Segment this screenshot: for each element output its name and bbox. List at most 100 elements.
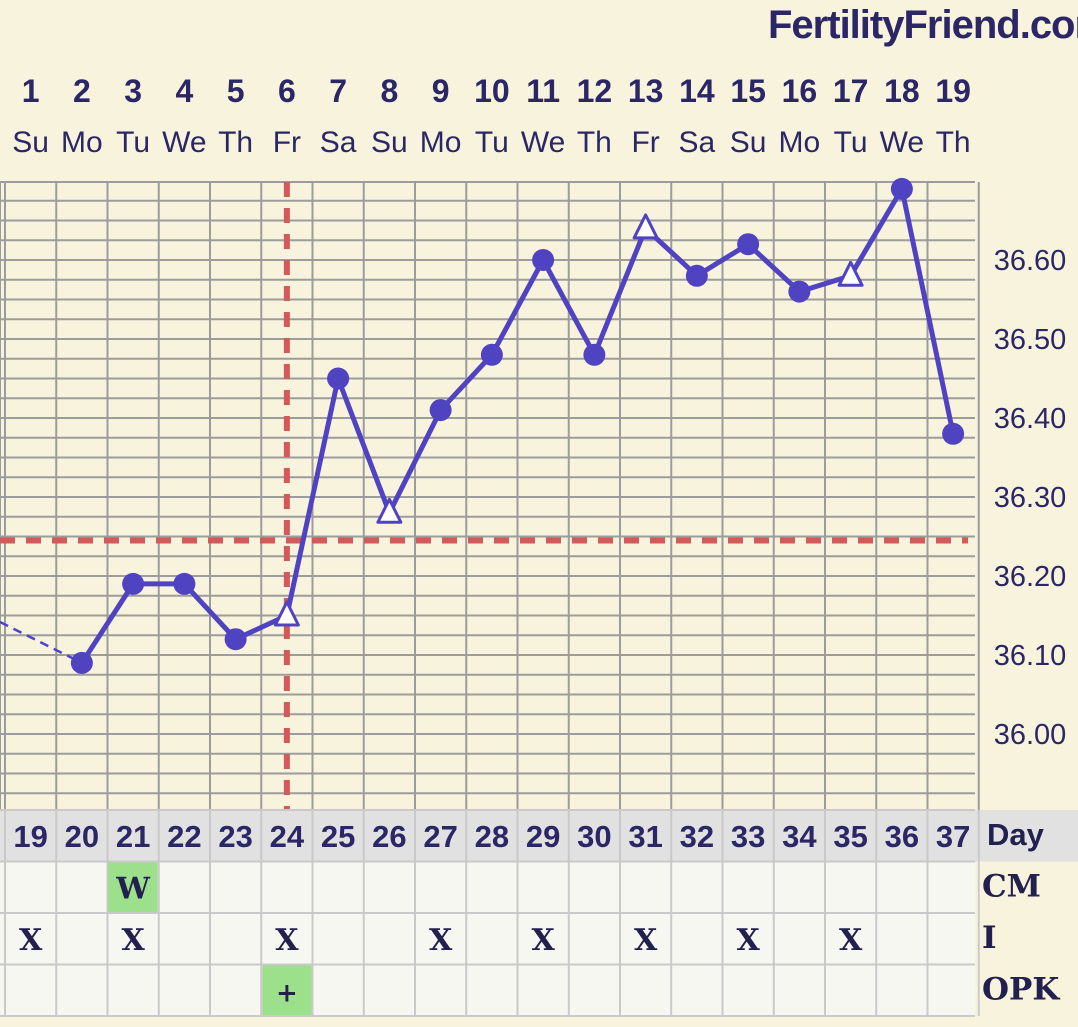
temperature-grid — [0, 181, 980, 810]
date-label: 7 — [329, 73, 347, 109]
date-label: 18 — [884, 73, 920, 109]
temp-point — [327, 367, 350, 390]
date-label: 15 — [730, 73, 766, 109]
temp-point-open — [837, 260, 864, 287]
weekday-label: Su — [12, 126, 49, 159]
temp-point — [942, 422, 965, 445]
weekday-label: Fr — [273, 126, 301, 159]
date-label: 17 — [833, 73, 869, 109]
row-entry: X — [121, 923, 145, 958]
row-entry: X — [19, 923, 43, 958]
y-tick-label: 36.50 — [994, 324, 1067, 356]
row-entry: X — [634, 923, 658, 958]
weekday-label: Tu — [834, 126, 868, 159]
data-table: 19 20 21 22 23 24 25 26 27 28 29 30 31 32 33 34 35 36 37 Da… — [0, 809, 1078, 1017]
cycle-day-label: 20 — [65, 819, 99, 854]
temp-point — [788, 280, 811, 303]
weekday-label: Sa — [679, 126, 716, 159]
cycle-day-label: 28 — [475, 819, 509, 854]
temp-point — [224, 628, 247, 651]
weekday-label: Th — [936, 126, 971, 159]
date-label: 9 — [432, 73, 450, 109]
cycle-day-label: 21 — [116, 819, 150, 854]
temp-point — [583, 343, 606, 366]
cycle-day-label: 23 — [218, 819, 252, 854]
temp-point-open — [376, 497, 403, 524]
weekday-label: Su — [371, 126, 408, 159]
series-leadin — [0, 620, 83, 665]
temp-point — [890, 177, 913, 200]
cycle-day-label: 25 — [321, 819, 355, 854]
temp-point — [122, 572, 145, 595]
row-entry: X — [275, 923, 299, 958]
date-label: 3 — [124, 73, 142, 109]
date-label: 12 — [577, 73, 613, 109]
temp-point — [429, 399, 452, 422]
cycle-day-label: 31 — [628, 819, 662, 854]
row-entry: X — [736, 923, 760, 958]
row-entry: X — [531, 923, 555, 958]
date-label: 6 — [278, 73, 296, 109]
coverline-group — [0, 182, 968, 810]
date-label: 1 — [22, 73, 40, 109]
weekday-label: Sa — [320, 126, 357, 159]
row-entry: W — [115, 872, 151, 907]
temp-point — [685, 264, 708, 287]
weekday-label: Su — [730, 126, 767, 159]
temp-point — [480, 343, 503, 366]
row-label: CM — [982, 869, 1041, 905]
date-label: 4 — [175, 73, 193, 109]
cycle-day-label: 32 — [680, 819, 714, 854]
weekday-label: Mo — [779, 126, 821, 159]
highlight-cell — [108, 862, 158, 912]
date-label: 10 — [474, 73, 510, 109]
y-tick-label: 36.00 — [994, 719, 1067, 751]
y-tick-label: 36.60 — [994, 245, 1067, 277]
row-entry: X — [839, 923, 863, 958]
date-label: 8 — [380, 73, 398, 109]
date-label: 11 — [526, 73, 560, 109]
row-label: Day — [987, 817, 1045, 852]
date-label: 19 — [935, 73, 971, 109]
highlight-cell — [262, 965, 312, 1015]
weekday-label: Th — [577, 126, 612, 159]
weekday-label: We — [162, 126, 206, 159]
date-label: 2 — [73, 73, 91, 109]
y-tick-label: 36.30 — [994, 482, 1067, 514]
row-entry: X — [429, 923, 453, 958]
temp-point — [70, 651, 93, 674]
weekday-label: Mo — [420, 126, 462, 159]
date-row: 1 2 3 4 5 6 7 8 9 10 11 12 13 14 15 16 17 18 19 — [22, 73, 971, 109]
weekday-label: Tu — [475, 126, 509, 159]
cycle-day-label: 22 — [167, 819, 201, 854]
row-entry: + — [276, 979, 298, 1009]
weekday-label: We — [521, 126, 565, 159]
temp-point — [737, 233, 760, 256]
weekday-label: Mo — [61, 126, 103, 159]
row-label: I — [982, 920, 997, 956]
y-tick-label: 36.10 — [994, 640, 1067, 672]
date-label: 5 — [227, 73, 245, 109]
cycle-day-label: 27 — [423, 819, 457, 854]
weekday-label: We — [880, 126, 924, 159]
cycle-day-label: 19 — [13, 819, 47, 854]
temperature-series — [0, 177, 965, 674]
row-label: OPK — [982, 972, 1060, 1008]
date-label: 13 — [628, 73, 664, 109]
date-label: 14 — [679, 73, 715, 109]
y-axis: 36.60 36.50 36.40 36.30 36.20 36.10 36.00 — [994, 245, 1067, 751]
temp-point — [173, 572, 196, 595]
temp-point-open — [632, 213, 659, 240]
cycle-day-label: 24 — [270, 819, 305, 854]
cycle-day-label: 26 — [372, 819, 406, 854]
weekday-label: Tu — [116, 126, 150, 159]
cycle-day-label: 29 — [526, 819, 560, 854]
cycle-day-label: 34 — [782, 819, 817, 854]
cycle-day-label: 37 — [936, 819, 970, 854]
y-tick-label: 36.40 — [994, 403, 1067, 435]
date-label: 16 — [782, 73, 818, 109]
observation-rows-bg — [0, 861, 975, 1016]
cycle-day-label: 30 — [577, 819, 611, 854]
day-row-bg — [0, 810, 1078, 862]
